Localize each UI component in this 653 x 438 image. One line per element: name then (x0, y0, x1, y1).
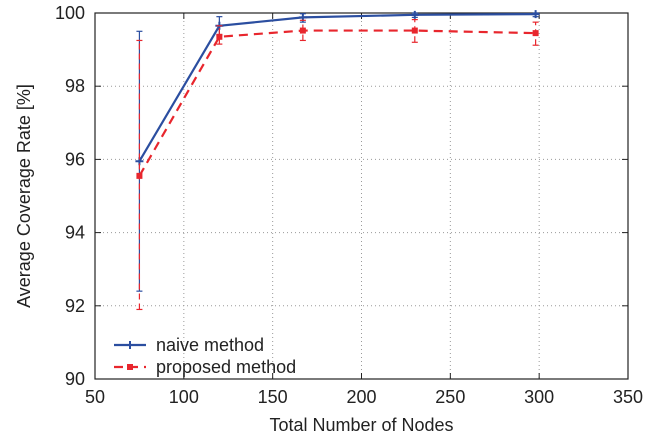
legend-marker (126, 341, 134, 349)
y-tick-label: 94 (65, 223, 85, 243)
y-axis-label: Average Coverage Rate [%] (14, 84, 34, 308)
series-line (138, 12, 536, 162)
x-tick-label: 100 (169, 387, 199, 407)
series-line (138, 29, 536, 177)
axis-ticks: 50 100 150 200 250 300 350 90 92 94 96 98 100 (55, 3, 643, 407)
x-axis-label: Total Number of Nodes (269, 415, 453, 435)
x-tick-label: 350 (613, 387, 643, 407)
series-0 (135, 10, 540, 292)
y-tick-label: 96 (65, 149, 85, 169)
data-point (532, 30, 539, 37)
x-tick-label: 200 (346, 387, 376, 407)
x-tick-label: 150 (258, 387, 288, 407)
series (135, 10, 540, 311)
data-point (216, 33, 223, 40)
data-point (531, 10, 540, 19)
series-1 (136, 18, 539, 311)
legend-marker (127, 364, 133, 370)
x-tick-label: 300 (524, 387, 554, 407)
y-tick-label: 98 (65, 76, 85, 96)
legend-label: naive method (156, 335, 264, 355)
data-point (410, 10, 419, 19)
data-point (299, 27, 306, 34)
legend-label: proposed method (156, 357, 296, 377)
y-tick-label: 92 (65, 296, 85, 316)
y-tick-label: 90 (65, 369, 85, 389)
grid (95, 13, 628, 379)
data-point (411, 27, 418, 34)
data-point (136, 172, 143, 179)
x-tick-label: 250 (435, 387, 465, 407)
y-tick-label: 100 (55, 3, 85, 23)
plot-frame (94, 12, 629, 380)
x-tick-label: 50 (85, 387, 105, 407)
